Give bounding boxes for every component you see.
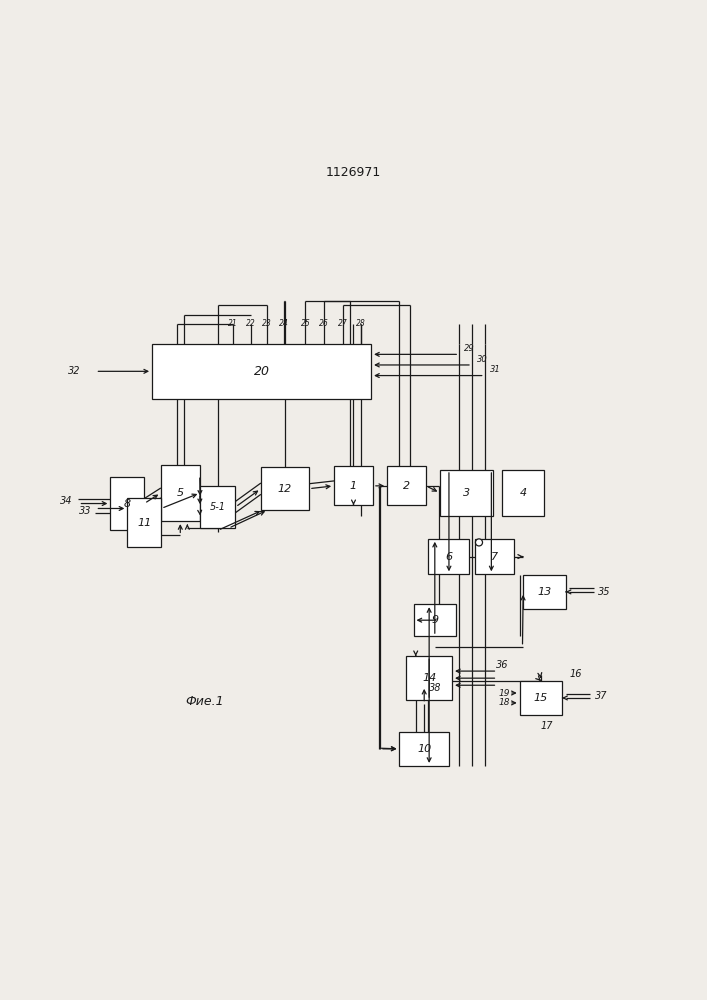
Text: 25: 25 <box>300 319 310 328</box>
Text: 34: 34 <box>60 496 73 506</box>
Text: 27: 27 <box>338 319 348 328</box>
Text: 1: 1 <box>350 481 357 491</box>
Text: 28: 28 <box>356 319 366 328</box>
Text: 3: 3 <box>463 488 470 498</box>
Text: 31: 31 <box>490 365 501 374</box>
Text: 12: 12 <box>278 484 292 494</box>
Text: 1126971: 1126971 <box>326 166 381 179</box>
Text: 26: 26 <box>319 319 329 328</box>
Text: 17: 17 <box>540 721 553 731</box>
Bar <box>387 466 426 505</box>
Circle shape <box>475 539 482 546</box>
Text: 35: 35 <box>598 587 611 597</box>
Text: 16: 16 <box>570 669 583 679</box>
Text: 20: 20 <box>254 365 269 378</box>
Text: 23: 23 <box>262 319 272 328</box>
Bar <box>160 465 199 521</box>
Text: 6: 6 <box>445 552 452 562</box>
Text: 5: 5 <box>177 488 184 498</box>
Text: 9: 9 <box>431 615 438 625</box>
Text: 37: 37 <box>595 691 607 701</box>
Bar <box>152 344 371 399</box>
Bar <box>523 575 566 609</box>
Bar <box>127 498 161 547</box>
Bar <box>334 466 373 505</box>
Text: 22: 22 <box>246 319 256 328</box>
Text: 5-1: 5-1 <box>210 502 226 512</box>
Text: 36: 36 <box>496 660 508 670</box>
Bar <box>110 477 144 530</box>
Text: 7: 7 <box>491 552 498 562</box>
Text: 13: 13 <box>537 587 551 597</box>
Bar <box>428 539 469 574</box>
Bar <box>520 681 562 715</box>
Text: 15: 15 <box>534 693 548 703</box>
Text: 32: 32 <box>68 366 81 376</box>
Text: 21: 21 <box>228 319 238 328</box>
Text: 10: 10 <box>417 744 431 754</box>
Bar <box>399 732 449 766</box>
Bar <box>406 656 452 700</box>
Bar <box>200 486 235 528</box>
Bar <box>261 467 309 510</box>
Bar <box>502 470 544 516</box>
Bar <box>440 470 493 516</box>
Text: 24: 24 <box>279 319 289 328</box>
Text: 4: 4 <box>520 488 527 498</box>
Text: 8: 8 <box>124 499 131 509</box>
Text: 38: 38 <box>428 683 441 693</box>
Text: 11: 11 <box>137 518 151 528</box>
Text: 30: 30 <box>477 355 488 364</box>
Bar <box>414 604 456 636</box>
Text: 2: 2 <box>403 481 410 491</box>
Text: 19: 19 <box>498 689 510 698</box>
Text: 14: 14 <box>422 673 436 683</box>
Text: 18: 18 <box>498 698 510 707</box>
Text: 33: 33 <box>78 506 91 516</box>
Bar <box>475 539 515 574</box>
Text: 29: 29 <box>464 344 475 353</box>
Text: Фие.1: Фие.1 <box>186 695 224 708</box>
